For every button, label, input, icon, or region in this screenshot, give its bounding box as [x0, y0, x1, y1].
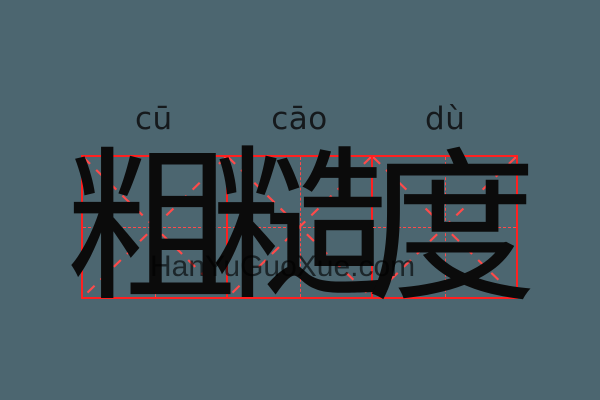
grid-cell-3: 度 — [365, 147, 537, 312]
character-glyph-2: 糙 — [210, 131, 389, 324]
horizontal-guide-line — [373, 227, 516, 228]
vertical-guide-line — [154, 157, 156, 297]
diagonal-guides-icon — [83, 157, 226, 297]
vertical-guide-line — [444, 157, 446, 297]
horizontal-guide-line — [83, 227, 226, 228]
grid-cell-1: 粗 — [64, 146, 237, 311]
character-glyph-wrap-2: 糙 — [210, 145, 388, 310]
character-glyph-1: 粗 — [63, 132, 237, 325]
horizontal-guide-line — [228, 227, 371, 228]
pinyin-label-2: cāo — [271, 100, 328, 137]
character-grid: 粗 糙 度 — [64, 145, 537, 312]
pinyin-cell-3: dù — [372, 96, 518, 142]
pinyin-label-3: dù — [425, 100, 466, 137]
pinyin-cell-1: cū — [81, 96, 227, 142]
diagonal-guides-icon — [228, 157, 371, 297]
character-glyph-3: 度 — [364, 133, 537, 326]
character-glyph-wrap-1: 粗 — [64, 146, 237, 311]
pinyin-label-1: cū — [134, 100, 173, 137]
vertical-guide-line — [299, 157, 301, 297]
character-glyph-wrap-3: 度 — [365, 147, 537, 312]
diagonal-guides-icon — [373, 157, 516, 297]
pinyin-row: cū cāo dù — [81, 96, 518, 142]
grid-cell-2: 糙 — [210, 145, 388, 310]
pinyin-cell-2: cāo — [227, 96, 373, 142]
